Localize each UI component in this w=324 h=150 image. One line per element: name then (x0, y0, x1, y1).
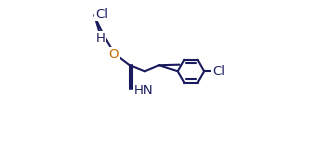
Text: Cl: Cl (95, 8, 108, 21)
Text: Cl: Cl (212, 65, 225, 78)
Text: H: H (96, 32, 106, 45)
Text: O: O (109, 48, 119, 60)
Text: HN: HN (134, 84, 154, 96)
